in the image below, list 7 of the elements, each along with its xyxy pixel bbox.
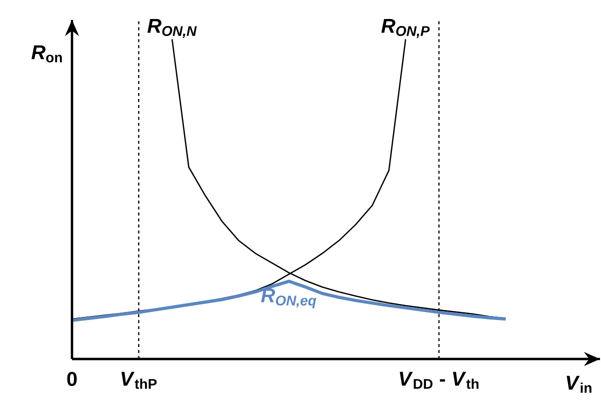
x-tick-label: V$_{thP}$ (122, 372, 157, 389)
x-tick-label: V$_{DD}$ - V$_{th}$ (400, 372, 478, 389)
x-axis-title: V$_{in}$ (566, 376, 592, 393)
y-axis-title: R$_{on}$ (32, 45, 62, 62)
x-tick-label: 0 (67, 372, 77, 386)
series-label: R$_{ON,N}$ (147, 18, 197, 38)
series-label: R$_{ON,P}$ (381, 18, 430, 38)
